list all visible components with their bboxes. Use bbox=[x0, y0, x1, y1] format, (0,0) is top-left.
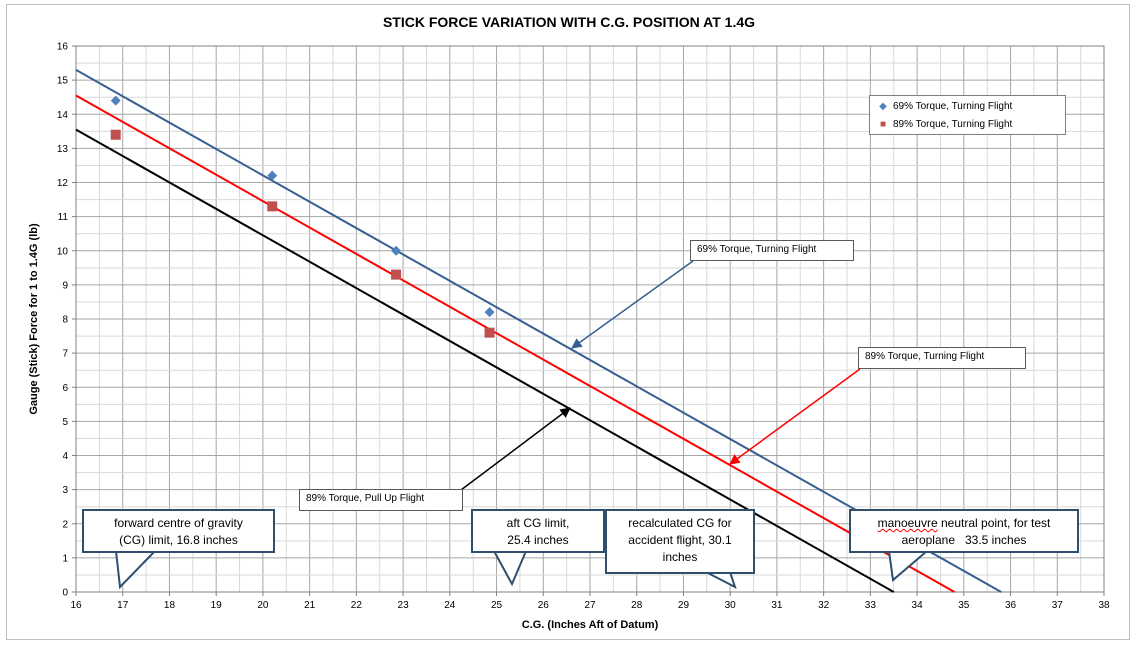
note-line: inches bbox=[662, 550, 698, 564]
x-tick-label: 28 bbox=[631, 600, 643, 611]
y-tick-label: 16 bbox=[57, 42, 69, 53]
diamond-marker-icon: ◆ bbox=[879, 100, 887, 112]
x-tick-label: 21 bbox=[304, 600, 316, 611]
trendline bbox=[75, 94, 955, 593]
leader-89-pullup bbox=[460, 407, 571, 491]
square-marker-icon: ■ bbox=[879, 118, 887, 130]
note-line: 25.4 inches bbox=[507, 533, 569, 547]
y-tick-label: 3 bbox=[62, 485, 68, 496]
x-tick-label: 19 bbox=[211, 600, 223, 611]
legend-label: 69% Torque, Turning Flight bbox=[893, 100, 1013, 112]
y-tick-label: 8 bbox=[62, 315, 68, 326]
tail-aft-cg bbox=[493, 550, 527, 587]
note-line: forward centre of gravity bbox=[114, 516, 243, 530]
diamond-data-point bbox=[391, 245, 402, 256]
legend-item-89: ■ 89% Torque, Turning Flight bbox=[876, 116, 1012, 132]
data-points bbox=[110, 95, 495, 338]
note-word: neutral point, for test bbox=[937, 516, 1051, 530]
note-recalculated-cg: recalculated CG for accident flight, 30.… bbox=[605, 509, 755, 574]
x-tick-label: 37 bbox=[1052, 600, 1064, 611]
x-tick-label: 22 bbox=[351, 600, 363, 611]
x-tick-label: 18 bbox=[164, 600, 176, 611]
x-tick-label: 24 bbox=[444, 600, 456, 611]
square-data-point bbox=[391, 269, 402, 280]
x-axis-label: C.G. (Inches Aft of Datum) bbox=[522, 619, 659, 631]
note-line: accident flight, 30.1 bbox=[628, 533, 732, 547]
legend: ◆ 69% Torque, Turning Flight ■ 89% Torqu… bbox=[869, 95, 1066, 135]
x-tick-label: 32 bbox=[818, 600, 830, 611]
leader-89-turning bbox=[729, 368, 861, 465]
square-data-point bbox=[267, 201, 278, 212]
y-tick-label: 11 bbox=[58, 212, 69, 223]
trendlines bbox=[75, 69, 1002, 593]
y-tick-label: 5 bbox=[62, 417, 68, 428]
x-tick-label: 31 bbox=[771, 600, 783, 611]
legend-label: 89% Torque, Turning Flight bbox=[893, 118, 1013, 130]
note-line: aeroplane 33.5 inches bbox=[901, 533, 1027, 547]
x-tick-label: 33 bbox=[865, 600, 877, 611]
y-tick-label: 7 bbox=[62, 349, 68, 360]
note-neutral-point: manoeuvre neutral point, for test aeropl… bbox=[849, 509, 1079, 553]
callout-arrows bbox=[460, 260, 861, 491]
x-tick-label: 38 bbox=[1098, 600, 1110, 611]
chart-title: STICK FORCE VARIATION WITH C.G. POSITION… bbox=[382, 14, 756, 30]
x-tick-label: 36 bbox=[1005, 600, 1017, 611]
square-data-point bbox=[484, 327, 495, 338]
callout-89-turning: 89% Torque, Turning Flight bbox=[858, 347, 1026, 369]
tail-recalculated-cg bbox=[705, 571, 737, 590]
y-tick-label: 2 bbox=[62, 519, 68, 530]
y-tick-label: 10 bbox=[57, 246, 69, 257]
note-forward-cg: forward centre of gravity (CG) limit, 16… bbox=[82, 509, 275, 553]
x-tick-label: 27 bbox=[584, 600, 596, 611]
y-tick-label: 1 bbox=[62, 553, 68, 564]
y-tick-label: 9 bbox=[62, 280, 68, 291]
x-tick-label: 17 bbox=[117, 600, 129, 611]
y-tick-label: 0 bbox=[62, 588, 68, 599]
trendline bbox=[75, 69, 1002, 593]
x-tick-label: 23 bbox=[398, 600, 410, 611]
y-tick-label: 12 bbox=[57, 178, 69, 189]
trendline bbox=[75, 128, 895, 593]
x-tick-label: 29 bbox=[678, 600, 690, 611]
y-tick-label: 13 bbox=[57, 144, 69, 155]
y-tick-label: 6 bbox=[62, 383, 68, 394]
x-tick-label: 16 bbox=[70, 600, 82, 611]
note-line: (CG) limit, 16.8 inches bbox=[119, 533, 238, 547]
tail-neutral-point bbox=[888, 550, 928, 582]
note-word: manoeuvre bbox=[877, 516, 938, 530]
y-tick-label: 15 bbox=[57, 76, 69, 87]
note-aft-cg: aft CG limit, 25.4 inches bbox=[471, 509, 605, 553]
x-tick-label: 35 bbox=[958, 600, 970, 611]
x-tick-label: 34 bbox=[912, 600, 924, 611]
note-line: aft CG limit, bbox=[506, 516, 570, 530]
y-tick-label: 4 bbox=[62, 451, 68, 462]
note-line: recalculated CG for bbox=[628, 516, 732, 530]
chart-frame bbox=[6, 4, 1130, 640]
square-data-point bbox=[110, 129, 121, 140]
x-tick-label: 26 bbox=[538, 600, 550, 611]
callout-89-pullup: 89% Torque, Pull Up Flight bbox=[299, 489, 463, 511]
callout-69-turning: 69% Torque, Turning Flight bbox=[690, 240, 854, 261]
gridlines bbox=[75, 45, 1105, 593]
legend-item-69: ◆ 69% Torque, Turning Flight bbox=[876, 98, 1012, 114]
diamond-data-point bbox=[110, 95, 121, 106]
note-line: manoeuvre neutral point, for test bbox=[855, 515, 1073, 532]
leader-69-turning bbox=[571, 260, 694, 349]
y-axis-label: Gauge (Stick) Force for 1 to 1.4G (lb) bbox=[28, 223, 40, 415]
x-tick-label: 25 bbox=[491, 600, 503, 611]
x-tick-labels: 16 17 18 19 20 21 22 23 24 25 26 27 28 29 30 31 32 33 34 35… bbox=[70, 592, 1110, 611]
diamond-data-point bbox=[267, 170, 278, 181]
y-tick-label: 14 bbox=[57, 110, 69, 121]
x-tick-label: 20 bbox=[257, 600, 269, 611]
diamond-data-point bbox=[484, 307, 495, 318]
note-tails bbox=[115, 550, 928, 590]
tail-forward-cg bbox=[115, 550, 156, 590]
x-tick-label: 30 bbox=[725, 600, 737, 611]
